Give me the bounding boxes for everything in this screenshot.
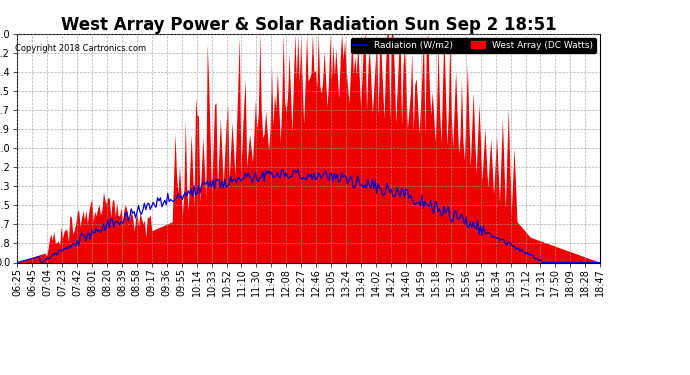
Title: West Array Power & Solar Radiation Sun Sep 2 18:51: West Array Power & Solar Radiation Sun S… <box>61 16 557 34</box>
Text: Copyright 2018 Cartronics.com: Copyright 2018 Cartronics.com <box>15 44 146 52</box>
Legend: Radiation (W/m2), West Array (DC Watts): Radiation (W/m2), West Array (DC Watts) <box>351 38 595 53</box>
